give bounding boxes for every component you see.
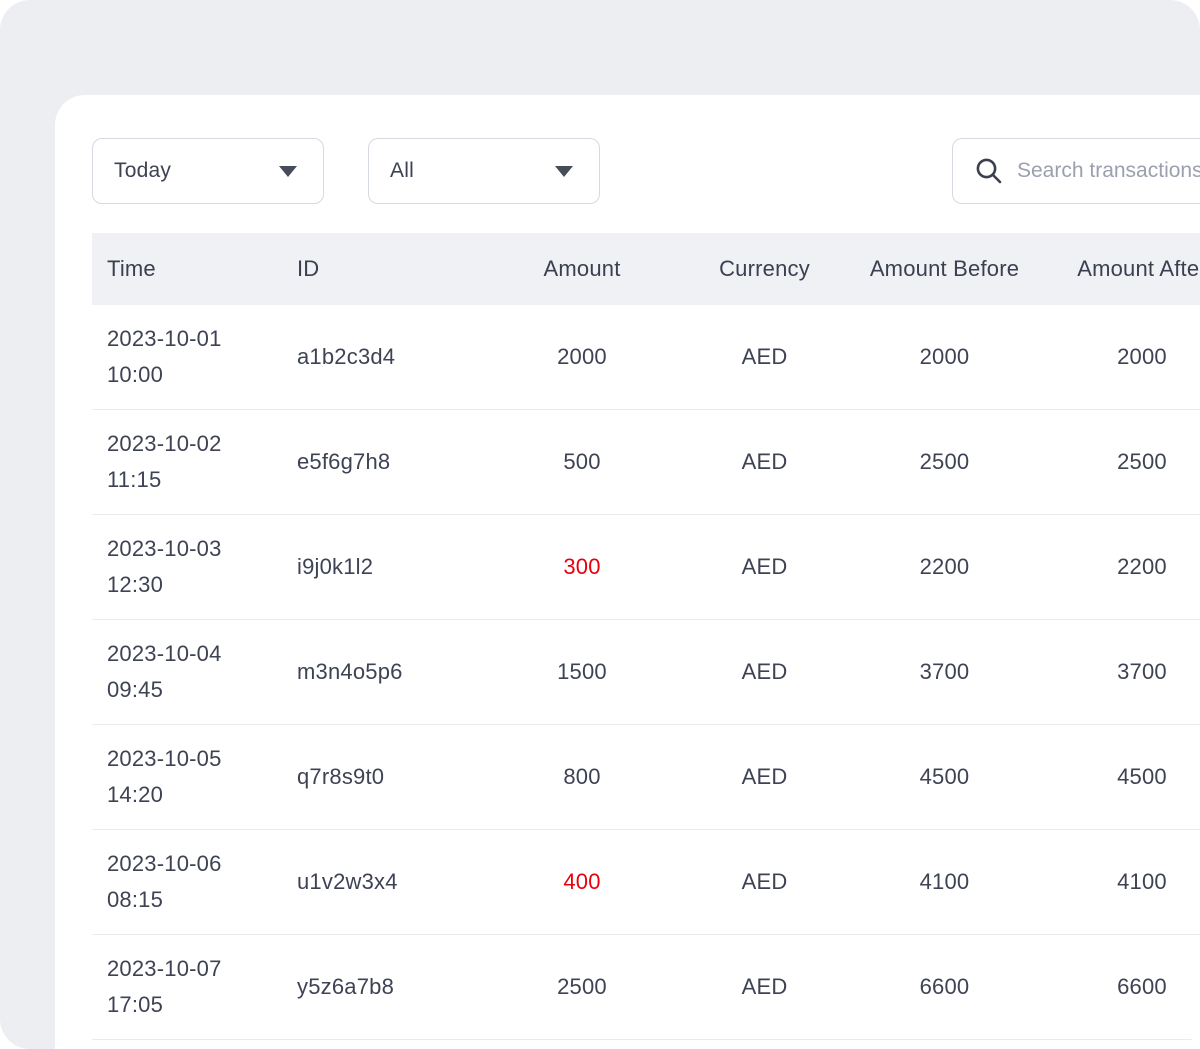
transactions-panel: Today All Time ID Amount Currency [55,95,1200,1049]
cell-time: 2023-10-03 12:30 [107,536,222,597]
cell-time: 2023-10-04 09:45 [107,641,222,702]
cell-amount-before: 2000 [919,344,970,369]
cell-amount: 800 [563,764,601,789]
cell-id: i9j0k1l2 [297,554,374,579]
cell-amount-after: 4500 [1117,764,1167,789]
table-row[interactable]: 2023-10-04 09:45 m3n4o5p6 1500 AED 3700 … [92,620,1200,725]
cell-currency: AED [741,554,788,579]
search-icon [976,158,1002,184]
table-row[interactable]: 2023-10-07 17:05 y5z6a7b8 2500 AED 6600 … [92,935,1200,1040]
column-header-id[interactable]: ID [297,256,320,281]
cell-id: e5f6g7h8 [297,449,391,474]
cell-id: u1v2w3x4 [297,869,398,894]
table-row[interactable]: 2023-10-05 14:20 q7r8s9t0 800 AED 4500 4… [92,725,1200,830]
cell-amount: 1500 [557,659,607,684]
cell-amount-after: 3700 [1117,659,1167,684]
cell-time: 2023-10-06 08:15 [107,851,222,912]
table-header-row: Time ID Amount Currency Amount Before Am… [92,233,1200,305]
cell-amount-after: 2000 [1117,344,1167,369]
cell-amount-after: 6600 [1117,974,1167,999]
cell-time: 2023-10-07 17:05 [107,956,222,1017]
cell-amount: 500 [563,449,601,474]
column-header-amount[interactable]: Amount [543,256,621,281]
cell-time: 2023-10-05 14:20 [107,746,222,807]
table-row[interactable]: 2023-10-02 11:15 e5f6g7h8 500 AED 2500 2… [92,410,1200,515]
column-header-amount-after[interactable]: Amount After [1077,256,1200,281]
cell-amount-before: 4100 [919,869,970,894]
cell-amount-before: 6600 [919,974,970,999]
cell-time: 2023-10-02 11:15 [107,431,222,492]
cell-currency: AED [741,344,788,369]
cell-currency: AED [741,659,788,684]
cell-amount-before: 3700 [919,659,970,684]
date-filter-dropdown[interactable]: Today [92,138,324,204]
cell-time: 2023-10-01 10:00 [107,326,222,387]
cell-amount: 300 [563,554,601,579]
table-row[interactable]: 2023-10-01 10:00 a1b2c3d4 2000 AED 2000 … [92,305,1200,410]
chevron-down-icon [279,165,297,177]
cell-amount-after: 2500 [1117,449,1167,474]
table-row[interactable]: 2023-10-03 12:30 i9j0k1l2 300 AED 2200 2… [92,515,1200,620]
cell-amount-before: 2500 [919,449,970,474]
date-filter-value: Today [114,159,172,182]
chevron-down-icon [555,165,573,177]
filters-toolbar: Today All [55,95,1200,204]
cell-id: a1b2c3d4 [297,344,396,369]
type-filter-dropdown[interactable]: All [368,138,600,204]
cell-amount: 2500 [557,974,607,999]
cell-amount-after: 4100 [1117,869,1167,894]
cell-currency: AED [741,449,788,474]
cell-currency: AED [741,764,788,789]
cell-amount: 400 [563,869,601,894]
cell-id: y5z6a7b8 [297,974,395,999]
cell-currency: AED [741,974,788,999]
cell-currency: AED [741,869,788,894]
table-row[interactable]: 2023-10-06 08:15 u1v2w3x4 400 AED 4100 4… [92,830,1200,935]
type-filter-value: All [390,159,414,182]
search-input[interactable] [1017,159,1200,183]
column-header-time[interactable]: Time [107,256,156,281]
cell-id: m3n4o5p6 [297,659,403,684]
cell-id: q7r8s9t0 [297,764,385,789]
transactions-table: Time ID Amount Currency Amount Before Am… [92,233,1200,1040]
column-header-amount-before[interactable]: Amount Before [869,256,1020,281]
column-header-currency[interactable]: Currency [719,256,810,281]
cell-amount-before: 2200 [919,554,970,579]
cell-amount-before: 4500 [919,764,970,789]
search-box [952,138,1200,204]
cell-amount-after: 2200 [1117,554,1167,579]
cell-amount: 2000 [557,344,607,369]
